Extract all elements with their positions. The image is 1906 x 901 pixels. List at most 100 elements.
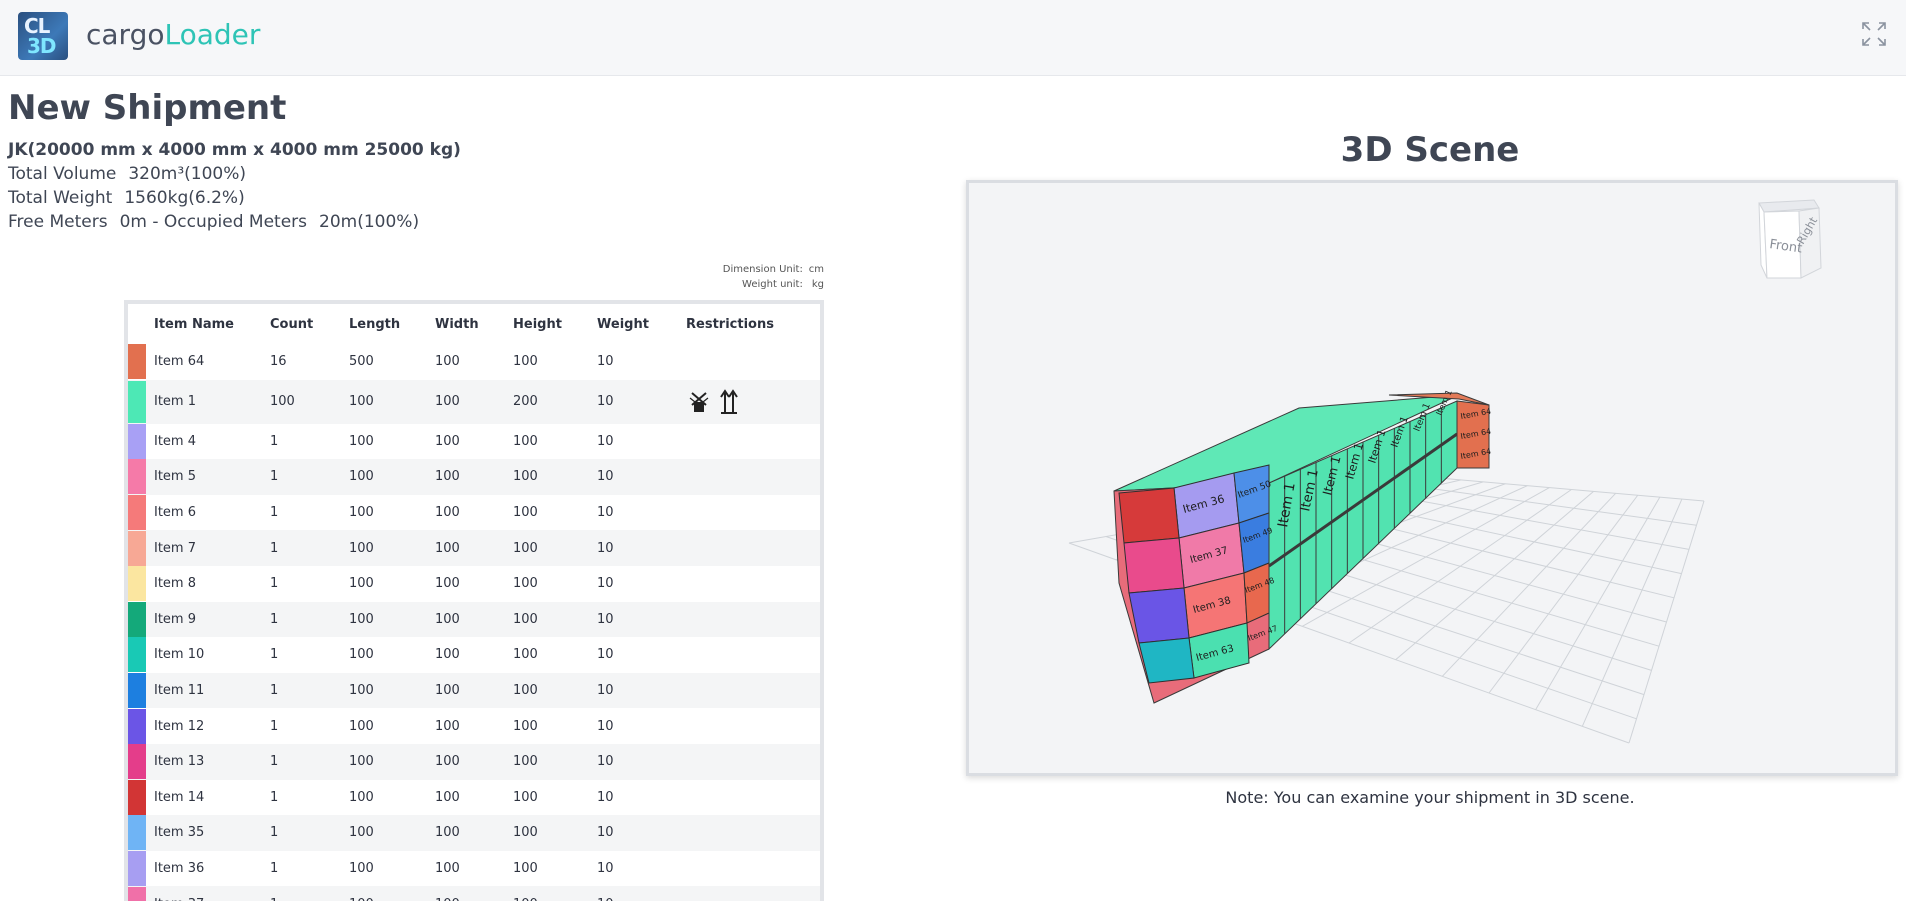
item-count: 1 [270, 647, 279, 663]
item-count: 1 [270, 433, 279, 449]
item-width: 100 [435, 354, 460, 370]
item-weight: 10 [597, 789, 614, 805]
item-weight: 10 [597, 861, 614, 877]
item-name: Item 14 [154, 789, 205, 805]
col-weight[interactable]: Weight [597, 316, 649, 332]
item-width: 100 [435, 743, 513, 780]
col-count[interactable]: Count [270, 316, 314, 332]
item-height: 100 [513, 647, 538, 663]
item-color-swatch [128, 495, 146, 531]
item-length: 100 [349, 886, 435, 901]
table-row[interactable]: Item 1 100 100 100 200 10 [128, 379, 820, 424]
item-color-swatch [128, 743, 146, 780]
item-name: Item 7 [146, 530, 270, 566]
item-height: 100 [513, 743, 597, 780]
table-row[interactable]: Item 10 1 100 100 100 10 [128, 637, 820, 673]
item-count: 1 [270, 886, 349, 901]
col-height[interactable]: Height [513, 316, 562, 332]
orientation-cube-right [1798, 207, 1822, 279]
item-width: 100 [435, 433, 460, 449]
item-length: 100 [349, 789, 374, 805]
table-row[interactable]: Item 64 16 500 100 100 10 [128, 344, 820, 380]
item-color-swatch [128, 566, 146, 602]
table-row[interactable]: Item 36 1 100 100 100 10 [128, 851, 820, 887]
table-row[interactable]: Item 6 1 100 100 100 10 [128, 495, 820, 531]
table-row[interactable]: Item 11 1 100 100 100 10 [128, 672, 820, 709]
item-width: 100 [435, 530, 513, 566]
item-color-swatch [128, 851, 146, 887]
item-length: 100 [349, 433, 374, 449]
item-color-swatch [128, 815, 146, 851]
item-width: 100 [435, 861, 460, 877]
cargo-end-top [1388, 392, 1490, 406]
restrictions-cell [686, 344, 820, 380]
table-row[interactable]: Item 37110010010010 [128, 886, 820, 901]
table-row[interactable]: Item 5 1 100 100 100 10 [128, 459, 820, 495]
item-count: 1 [270, 672, 349, 709]
item-weight: 10 [597, 354, 614, 370]
item-length: 100 [349, 861, 374, 877]
item-length: 100 [349, 647, 374, 663]
item-weight: 10 [597, 743, 686, 780]
item-name: Item 4 [154, 433, 196, 449]
cube-front-label[interactable]: Front [1768, 237, 1803, 256]
item-height: 100 [513, 530, 597, 566]
item-count: 1 [270, 789, 279, 805]
item-length: 100 [349, 459, 435, 495]
item-weight: 10 [597, 647, 614, 663]
table-row[interactable]: Item 9 1 100 100 100 10 [128, 601, 820, 638]
item-height: 100 [513, 718, 538, 734]
item-count: 1 [270, 601, 349, 638]
item-length: 100 [349, 672, 435, 709]
restrictions-cell [686, 672, 820, 709]
restrictions-cell [686, 708, 820, 744]
scene-title: 3D Scene [1340, 130, 1520, 170]
restrictions-cell [686, 851, 820, 887]
item-height: 200 [513, 379, 597, 424]
table-row[interactable]: Item 13 1 100 100 100 10 [128, 743, 820, 780]
fullscreen-icon[interactable] [1860, 20, 1888, 48]
item-name: Item 11 [146, 672, 270, 709]
col-width[interactable]: Width [435, 316, 479, 332]
table-row[interactable]: Item 14 1 100 100 100 10 [128, 779, 820, 816]
item-color-swatch [128, 379, 146, 424]
col-item-name[interactable]: Item Name [154, 316, 234, 332]
table-row[interactable]: Item 4 1 100 100 100 10 [128, 423, 820, 460]
item-name: Item 12 [154, 718, 205, 734]
top-bar: CL 3D cargoLoader [0, 0, 1906, 76]
table-row[interactable]: Item 8 1 100 100 100 10 [128, 566, 820, 602]
item-name: Item 6 [154, 505, 196, 521]
item-color-swatch [128, 423, 146, 460]
table-row[interactable]: Item 7 1 100 100 100 10 [128, 530, 820, 566]
table-row[interactable]: Item 12 1 100 100 100 10 [128, 708, 820, 744]
restrictions-cell [686, 637, 820, 673]
restrictions-cell [686, 530, 820, 566]
cargo-box [1123, 537, 1185, 594]
item-height: 100 [513, 886, 597, 901]
item-width: 100 [435, 647, 460, 663]
item-width: 100 [435, 576, 460, 592]
restrictions-cell [686, 459, 820, 495]
item-color-swatch [128, 459, 146, 495]
cargo-box [1138, 637, 1195, 684]
restrictions-cell [686, 815, 820, 851]
restrictions-cell [686, 379, 820, 424]
item-length: 500 [349, 354, 374, 370]
item-name: Item 35 [146, 815, 270, 851]
item-name: Item 10 [154, 647, 205, 663]
app-logo[interactable]: CL 3D [18, 12, 68, 60]
col-length[interactable]: Length [349, 316, 401, 332]
item-count: 1 [270, 505, 279, 521]
item-name: Item 64 [154, 354, 205, 370]
item-length: 100 [349, 815, 435, 851]
item-name: Item 1 [146, 379, 270, 424]
table-row[interactable]: Item 35 1 100 100 100 10 [128, 815, 820, 851]
item-name: Item 37 [146, 886, 270, 901]
brand-name: cargoLoader [86, 18, 261, 51]
3d-scene-viewport[interactable]: Item 36 Item 50 Item 49 Item 37 Item 48 Item … [966, 180, 1898, 776]
page-title: New Shipment [8, 88, 287, 128]
total-volume: Total Volume 320m³(100%) [8, 164, 247, 184]
item-name: Item 9 [146, 601, 270, 638]
item-width: 100 [435, 459, 513, 495]
